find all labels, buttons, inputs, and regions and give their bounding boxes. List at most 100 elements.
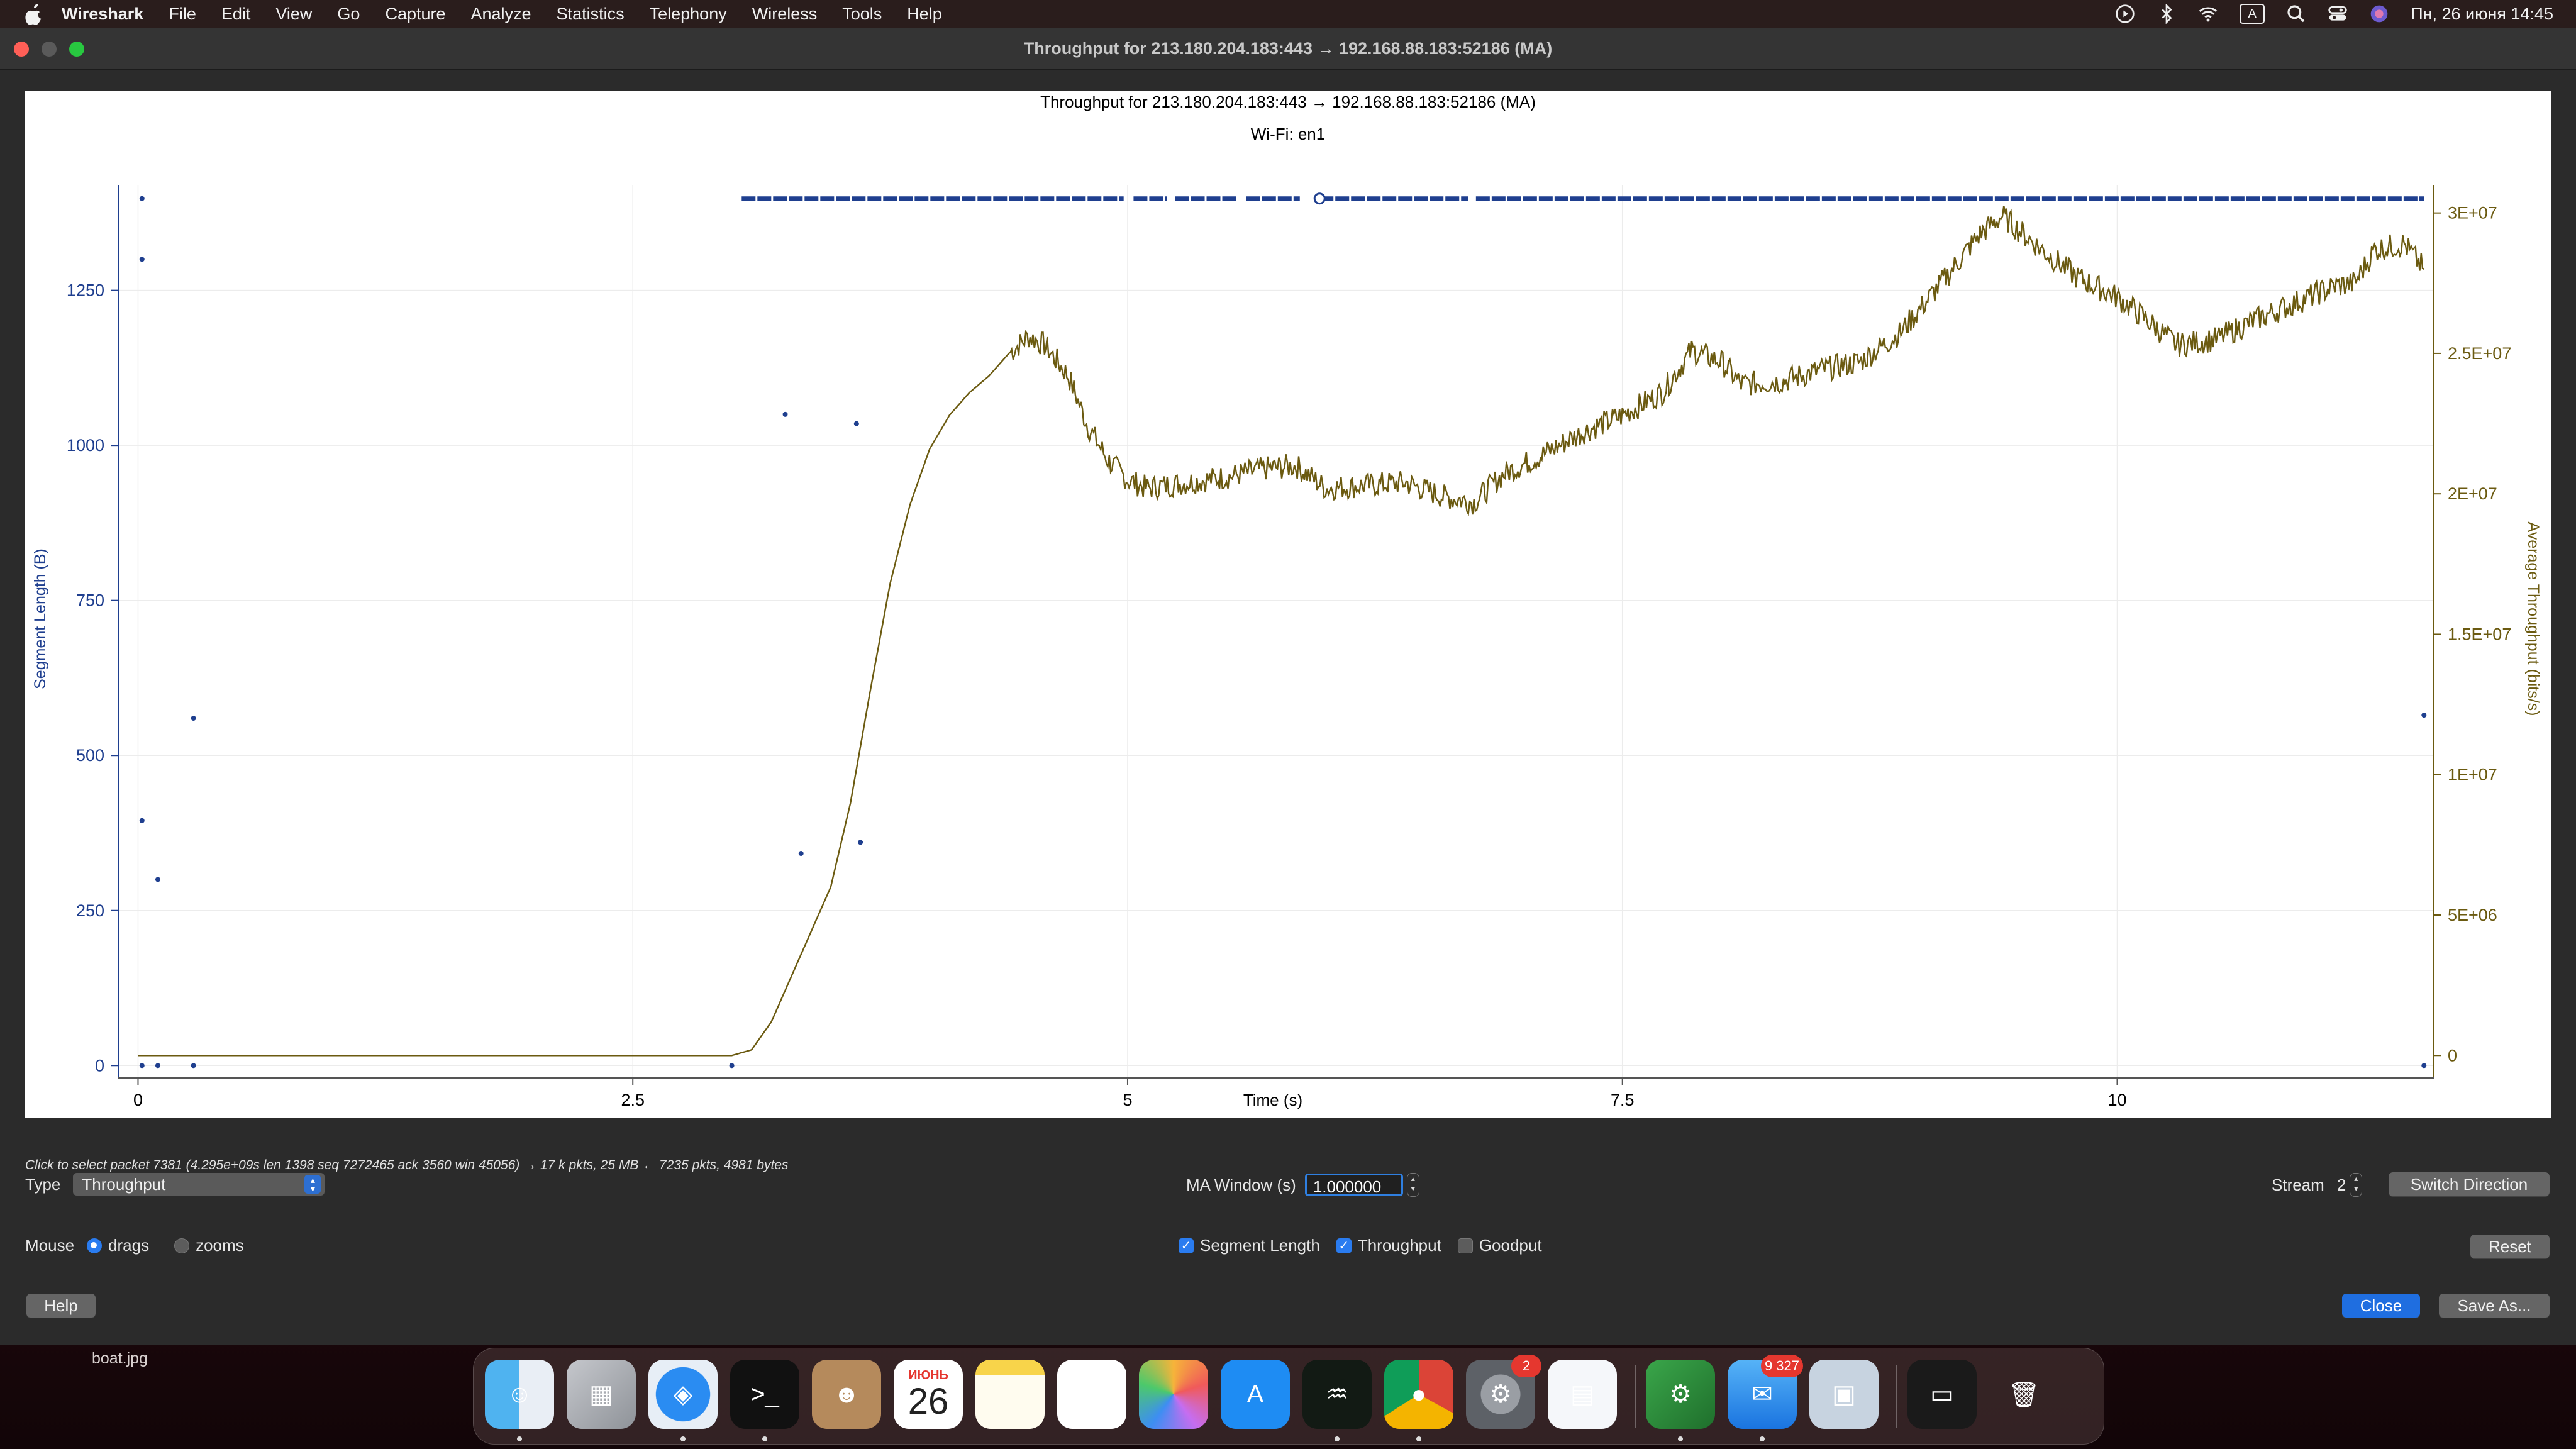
menu-capture[interactable]: Capture	[385, 4, 446, 23]
activity-monitor-icon[interactable]: ♒	[1302, 1360, 1372, 1429]
close-window-button[interactable]	[14, 42, 29, 57]
mouse-drags-label[interactable]: drags	[108, 1236, 150, 1255]
chrome-icon[interactable]: ●	[1384, 1360, 1453, 1429]
type-select-value: Throughput	[82, 1174, 166, 1194]
switch-direction-button[interactable]: Switch Direction	[2389, 1172, 2550, 1196]
segment-length-point	[782, 411, 788, 417]
y-right-tick-label: 2E+07	[2448, 484, 2497, 503]
mail-icon[interactable]: ✉ 9 327	[1728, 1355, 1803, 1429]
type-label: Type	[25, 1174, 61, 1194]
menu-go[interactable]: Go	[337, 4, 360, 23]
spotlight-search-icon[interactable]	[2286, 4, 2306, 24]
menu-clock[interactable]: Пн, 26 июня 14:45	[2411, 4, 2553, 23]
zoom-window-button[interactable]	[69, 42, 84, 57]
menu-wireless[interactable]: Wireless	[752, 4, 818, 23]
siri-icon[interactable]	[2369, 4, 2389, 24]
segment-length-point	[853, 421, 859, 426]
segment-length-point	[858, 840, 863, 845]
menu-app-name[interactable]: Wireshark	[62, 4, 144, 23]
menu-view[interactable]: View	[275, 4, 313, 23]
running-indicator	[517, 1436, 522, 1441]
y-right-tick-label: 0	[2448, 1046, 2457, 1065]
notes-icon[interactable]	[975, 1360, 1045, 1429]
selected-packet-marker	[1313, 192, 1326, 205]
terminal-window-thumbnail[interactable]: ▭	[1907, 1360, 1977, 1429]
y-right-axis-label: Average Throughput (bits/s)	[2524, 522, 2542, 716]
segment-length-checkbox[interactable]: ✓	[1179, 1238, 1194, 1253]
contacts-icon[interactable]: ☻	[812, 1360, 881, 1429]
segment-length-series	[139, 192, 2427, 1069]
help-button[interactable]: Help	[26, 1294, 96, 1318]
safari-icon[interactable]: ◈	[648, 1360, 718, 1429]
stream-stepper[interactable]: ▴ ▾	[2350, 1173, 2363, 1197]
dock-separator	[1635, 1365, 1636, 1428]
launchpad-icon[interactable]: ▦	[567, 1360, 636, 1429]
calendar-icon[interactable]: ИЮНЬ 26	[894, 1360, 963, 1429]
finder-icon[interactable]: ☺	[485, 1360, 554, 1429]
running-indicator	[680, 1436, 686, 1441]
segment-length-point	[155, 877, 160, 882]
segment-length-point	[2421, 1063, 2427, 1069]
x-axis-label: Time (s)	[1243, 1091, 1302, 1109]
ma-window-control: MA Window (s) 1.000000 ▴ ▾	[1186, 1173, 1419, 1197]
menu-help[interactable]: Help	[907, 4, 942, 23]
minimize-window-button[interactable]	[42, 42, 57, 57]
status-hint: Click to select packet 7381 (4.295e+09s …	[25, 1158, 789, 1172]
x-tick-label: 7.5	[1611, 1091, 1635, 1109]
throughput-graph[interactable]: Throughput for 213.180.204.183:443 → 192…	[25, 91, 2551, 1118]
segment-length-label[interactable]: Segment Length	[1200, 1236, 1320, 1255]
dock: ☺ ▦ ◈ >_ ☻ ИЮНЬ 26 ☰ A ♒ ● ⚙ 2 ▤ ⚙ ✉ 9 327 ▣ ▭ 🗑	[473, 1348, 2104, 1445]
preview-icon[interactable]: ▣	[1809, 1360, 1879, 1429]
grid	[118, 185, 2434, 1078]
menu-tools[interactable]: Tools	[842, 4, 882, 23]
menu-analyze[interactable]: Analyze	[470, 4, 531, 23]
mouse-drags-radio[interactable]	[87, 1238, 103, 1253]
segment-length-point	[2421, 713, 2427, 718]
menu-telephony[interactable]: Telephony	[649, 4, 727, 23]
goodput-label[interactable]: Goodput	[1479, 1236, 1542, 1255]
throughput-label[interactable]: Throughput	[1357, 1236, 1441, 1255]
print-preview-icon[interactable]: ▤	[1548, 1360, 1617, 1429]
y-right-tick-label: 5E+06	[2448, 906, 2497, 924]
wifi-icon[interactable]	[2198, 4, 2218, 24]
throughput-checkbox[interactable]: ✓	[1336, 1238, 1352, 1253]
trash-icon[interactable]: 🗑	[2007, 1380, 2040, 1409]
running-indicator	[1678, 1436, 1683, 1441]
y-right-tick-label: 1E+07	[2448, 765, 2497, 784]
menu-file[interactable]: File	[169, 4, 196, 23]
window-titlebar[interactable]: Throughput for 213.180.204.183:443 → 192…	[0, 28, 2576, 70]
mouse-mode-control: Mouse drags zooms	[25, 1236, 244, 1255]
y-left-tick-label: 750	[76, 591, 104, 610]
save-as-button[interactable]: Save As...	[2439, 1294, 2550, 1318]
terminal-icon[interactable]: >_	[730, 1360, 799, 1429]
segment-length-point	[139, 1063, 145, 1069]
reset-button[interactable]: Reset	[2470, 1235, 2550, 1258]
ma-window-input[interactable]: 1.000000	[1304, 1174, 1403, 1196]
menu-statistics[interactable]: Statistics	[556, 4, 625, 23]
calendar-day: 26	[908, 1380, 949, 1422]
apple-icon[interactable]	[25, 3, 44, 25]
goodput-checkbox[interactable]	[1457, 1238, 1473, 1253]
segment-length-point	[155, 1063, 160, 1069]
wireshark-icon[interactable]: ⚙	[1646, 1360, 1715, 1429]
type-select[interactable]: Throughput ▴ ▾	[73, 1173, 325, 1196]
control-center-icon[interactable]	[2328, 4, 2348, 24]
bluetooth-icon[interactable]	[2157, 4, 2177, 24]
input-source-indicator[interactable]: A	[2240, 4, 2265, 24]
ma-window-stepper[interactable]: ▴ ▾	[1406, 1173, 1419, 1197]
reminders-icon[interactable]: ☰	[1057, 1360, 1126, 1429]
photos-icon[interactable]	[1139, 1360, 1208, 1429]
screen-record-icon[interactable]	[2115, 4, 2135, 24]
stream-value[interactable]: 2	[2336, 1175, 2346, 1194]
desktop-file-label[interactable]: boat.jpg	[92, 1350, 148, 1367]
mouse-zooms-radio[interactable]	[174, 1238, 190, 1253]
mouse-zooms-label[interactable]: zooms	[196, 1236, 244, 1255]
app-store-icon[interactable]: A	[1221, 1360, 1290, 1429]
settings-badge: 2	[1511, 1355, 1541, 1377]
running-indicator	[1335, 1436, 1340, 1441]
close-button[interactable]: Close	[2342, 1294, 2420, 1318]
menu-edit[interactable]: Edit	[221, 4, 251, 23]
throughput-line	[138, 206, 2424, 1057]
chart-svg[interactable]: Throughput for 213.180.204.183:443 → 192…	[25, 91, 2551, 1118]
system-settings-icon[interactable]: ⚙ 2	[1466, 1355, 1541, 1429]
